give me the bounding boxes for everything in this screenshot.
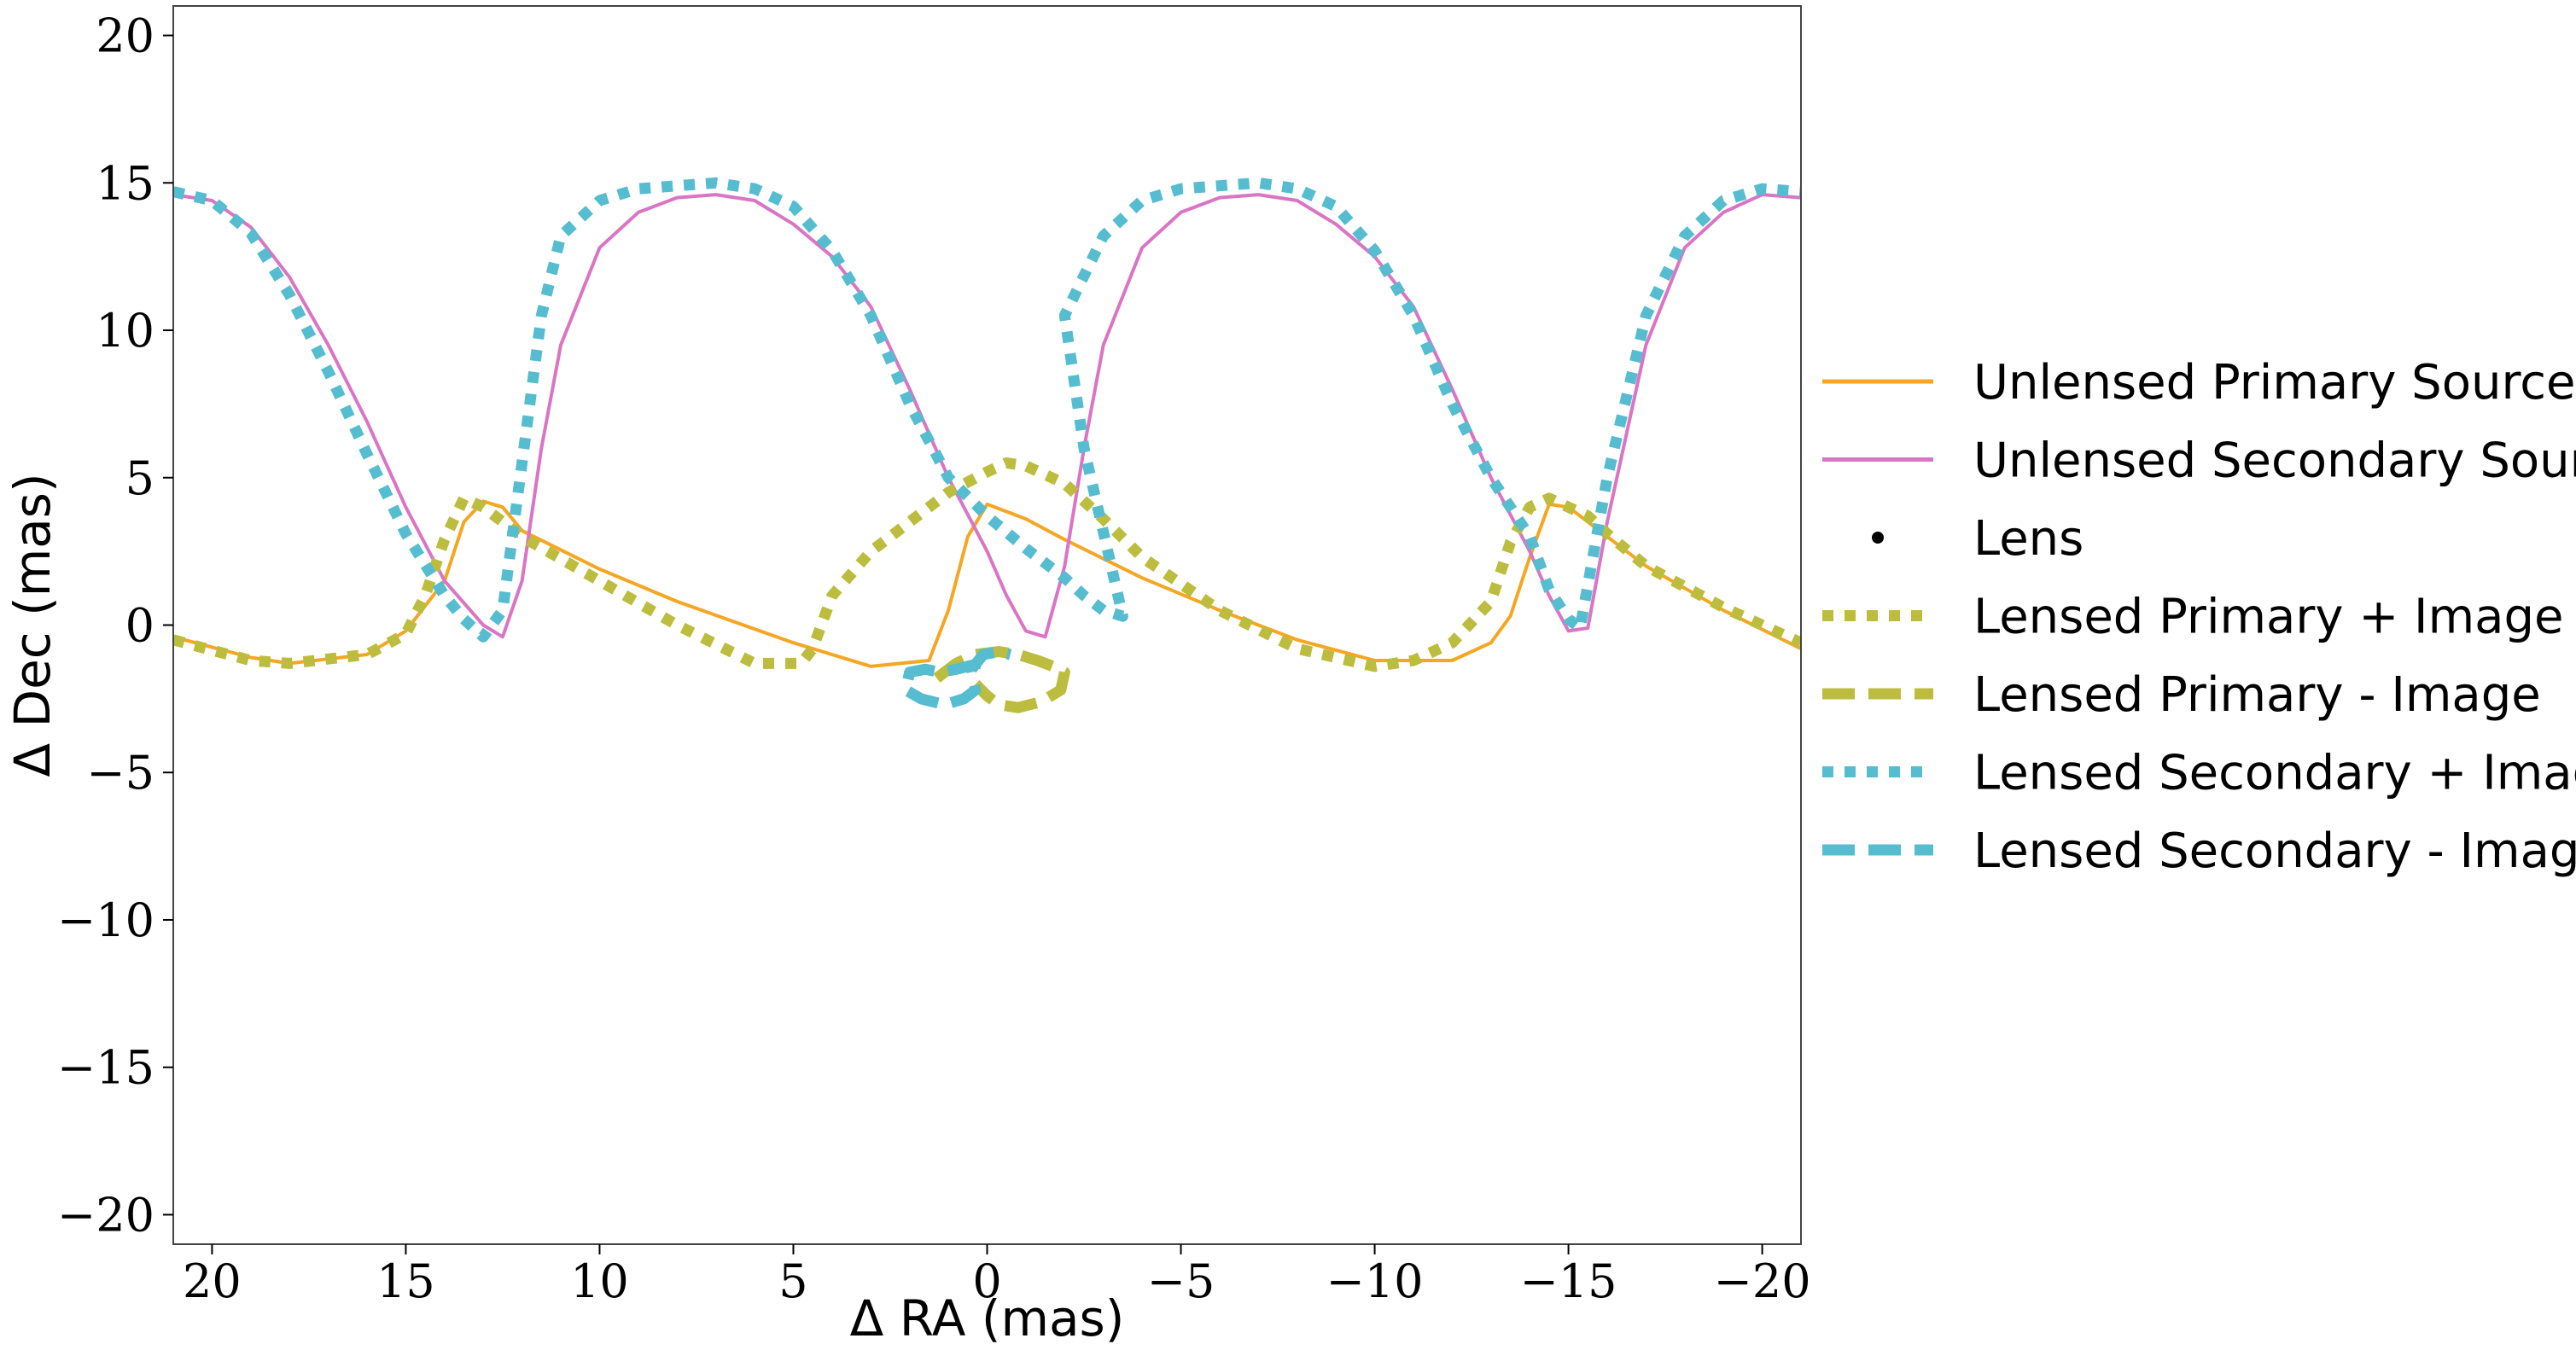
y-tick-label: −10 — [57, 893, 154, 947]
x-tick-label: 15 — [376, 1254, 435, 1308]
legend-label-lensed-primary-image: Lensed Primary + Image — [1973, 590, 2563, 645]
legend-label-lensed-secondary-image: Lensed Secondary + Image — [1973, 746, 2576, 801]
y-tick-label: 20 — [96, 9, 154, 63]
x-tick-label: 5 — [778, 1254, 807, 1308]
y-tick-label: 15 — [96, 156, 154, 210]
legend-label-lens: Lens — [1973, 511, 2084, 567]
x-axis-ticks: 20 15 10 5 0 −5 −10 −15 −20 — [183, 1244, 1811, 1308]
series-lensed-secondary-image — [173, 177, 1801, 643]
x-axis-label: Δ RA (mas) — [850, 1289, 1125, 1347]
plot-frame — [172, 5, 1802, 1245]
y-tick-label: 10 — [96, 304, 154, 358]
y-axis-ticks: 20 15 10 5 0 −5 −10 −15 −20 — [57, 9, 173, 1242]
y-tick-label: 5 — [125, 451, 154, 505]
series-lensed-secondary-image — [900, 646, 1012, 711]
y-tick-label: −20 — [57, 1188, 154, 1242]
series-unlensed-primary-source — [173, 499, 1801, 668]
legend-label-lensed-secondary-image: Lensed Secondary - Image — [1973, 823, 2576, 879]
x-tick-label: −5 — [1147, 1254, 1215, 1308]
y-tick-label: 0 — [125, 599, 154, 653]
x-tick-label: −10 — [1326, 1254, 1424, 1308]
series-lensed-primary-image — [173, 457, 1801, 672]
y-tick-label: −15 — [57, 1041, 154, 1095]
legend-label-lensed-primary-image: Lensed Primary - Image — [1973, 667, 2541, 723]
plot-lines — [173, 177, 1801, 713]
legend-label-unlensed-primary-source: Unlensed Primary Source — [1973, 355, 2576, 410]
x-tick-label: 0 — [972, 1254, 1001, 1308]
legend: Unlensed Primary Source Unlensed Secondar… — [1822, 355, 2576, 879]
x-tick-label: −20 — [1714, 1254, 1811, 1308]
x-tick-label: 20 — [183, 1254, 242, 1308]
x-tick-label: −15 — [1520, 1254, 1617, 1308]
series-unlensed-secondary-source — [173, 193, 1801, 639]
x-tick-label: 10 — [570, 1254, 629, 1308]
legend-swatch-lens — [1872, 532, 1884, 544]
y-tick-label: −5 — [86, 746, 154, 800]
legend-label-unlensed-secondary-source: Unlensed Secondary Source — [1973, 434, 2576, 489]
y-axis-label: Δ Dec (mas) — [3, 473, 61, 777]
